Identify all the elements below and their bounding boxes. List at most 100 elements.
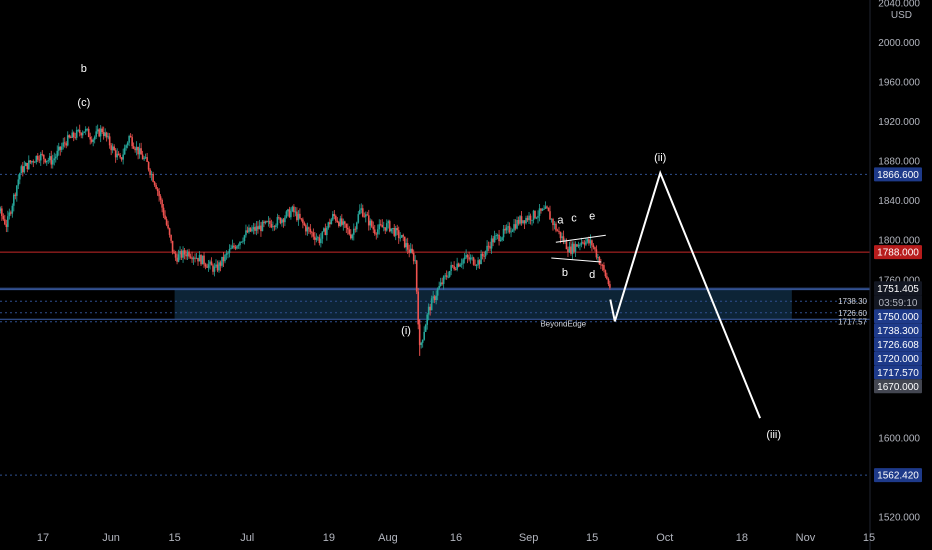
triangle-upper bbox=[555, 234, 606, 243]
candle-body bbox=[200, 255, 202, 265]
candle-body bbox=[607, 278, 610, 285]
candle-body bbox=[129, 136, 132, 138]
candle-body bbox=[332, 214, 334, 220]
candle-body bbox=[114, 150, 117, 158]
candle-body bbox=[170, 234, 172, 241]
price-tag-label: 1866.600 bbox=[877, 170, 919, 181]
candle-body bbox=[71, 132, 74, 138]
candle-body bbox=[427, 306, 430, 315]
price-tag bbox=[874, 379, 922, 394]
wave-label: b bbox=[562, 267, 568, 279]
candle-body bbox=[520, 216, 523, 224]
candle-body bbox=[502, 228, 505, 238]
candle-body bbox=[341, 218, 343, 225]
candle-body bbox=[478, 260, 481, 265]
candle-body bbox=[580, 242, 583, 245]
wave-drawings bbox=[551, 170, 762, 419]
candle-body bbox=[284, 217, 286, 223]
candle-body bbox=[400, 235, 403, 238]
candle-body bbox=[156, 188, 159, 192]
candle-body bbox=[382, 227, 385, 229]
candle-body bbox=[528, 215, 530, 221]
candle-body bbox=[261, 221, 264, 232]
y-tick-label: 2040.000 bbox=[878, 0, 920, 10]
candle-body bbox=[197, 257, 199, 262]
candle-body bbox=[107, 136, 109, 138]
candle-body bbox=[4, 219, 6, 225]
candle-body bbox=[361, 208, 364, 217]
candle-body bbox=[186, 251, 189, 257]
y-tick-label: 2000.000 bbox=[878, 38, 920, 49]
candle-body bbox=[577, 244, 580, 247]
candle-body bbox=[338, 222, 340, 227]
candle-body bbox=[165, 219, 168, 225]
candle-body bbox=[264, 221, 267, 224]
candle-body bbox=[237, 245, 240, 247]
price-tag bbox=[874, 309, 922, 324]
candle-body bbox=[215, 264, 217, 267]
candle-body bbox=[149, 169, 151, 176]
candle-body bbox=[86, 128, 89, 130]
wave-label: (iii) bbox=[766, 429, 781, 441]
y-tick-label: 1760.000 bbox=[878, 275, 920, 286]
candle-body bbox=[138, 148, 141, 155]
candle-body bbox=[339, 218, 342, 227]
candle-body bbox=[249, 227, 252, 232]
candle-body bbox=[1, 208, 3, 216]
candle-body bbox=[525, 217, 527, 224]
price-tag bbox=[874, 167, 922, 182]
candle-body bbox=[188, 251, 190, 257]
candle-body bbox=[104, 132, 106, 136]
y-tick-label: 1960.000 bbox=[878, 78, 920, 89]
candle-body bbox=[33, 162, 36, 163]
candle-body bbox=[454, 269, 457, 270]
candle-body bbox=[155, 184, 157, 189]
candle-body bbox=[161, 199, 163, 208]
candle-body bbox=[278, 217, 280, 218]
candle-body bbox=[444, 275, 446, 277]
candle-body bbox=[445, 275, 448, 277]
candle-body bbox=[297, 213, 300, 221]
candle-body bbox=[489, 246, 491, 249]
candle-body bbox=[164, 215, 166, 220]
candle-body bbox=[318, 237, 321, 244]
candle-body bbox=[379, 224, 382, 226]
candle-body bbox=[243, 235, 246, 241]
candle-body bbox=[152, 173, 154, 182]
candle-body bbox=[597, 257, 599, 258]
candle-body bbox=[408, 249, 411, 253]
candle-body bbox=[463, 257, 466, 260]
candle-body bbox=[411, 248, 414, 253]
candle-body bbox=[174, 253, 177, 258]
candle-body bbox=[568, 246, 571, 253]
x-tick-label: Jun bbox=[102, 532, 120, 544]
candle-body bbox=[588, 239, 590, 244]
price-tag-label: 1751.405 bbox=[877, 284, 919, 295]
candle-body bbox=[312, 232, 315, 237]
zone-rect bbox=[174, 289, 792, 320]
candle-body bbox=[352, 228, 355, 235]
candle-body bbox=[591, 240, 593, 246]
candle-body bbox=[474, 264, 476, 266]
candle-body bbox=[281, 219, 283, 224]
candle-body bbox=[263, 221, 265, 224]
candle-body bbox=[62, 142, 65, 147]
candle-body bbox=[508, 226, 511, 233]
time-axis[interactable]: 17 Jun 15 Jul 19 Aug 16 Sep 15 Oct 18 Nov 15 bbox=[37, 532, 875, 544]
candle-body bbox=[36, 155, 39, 160]
candle-body bbox=[216, 264, 219, 271]
candle-body bbox=[546, 206, 548, 208]
candle-body bbox=[532, 210, 535, 221]
candle-body bbox=[131, 137, 133, 147]
candle-body bbox=[450, 265, 452, 271]
candle-body bbox=[204, 264, 207, 267]
candle-body bbox=[65, 143, 68, 146]
candle-body bbox=[158, 191, 160, 197]
candle-body bbox=[465, 255, 467, 258]
candle-body bbox=[448, 270, 451, 277]
x-tick-label: 18 bbox=[736, 532, 748, 544]
price-tag-label: 1720.000 bbox=[877, 354, 919, 365]
wave-label: a bbox=[557, 214, 564, 226]
